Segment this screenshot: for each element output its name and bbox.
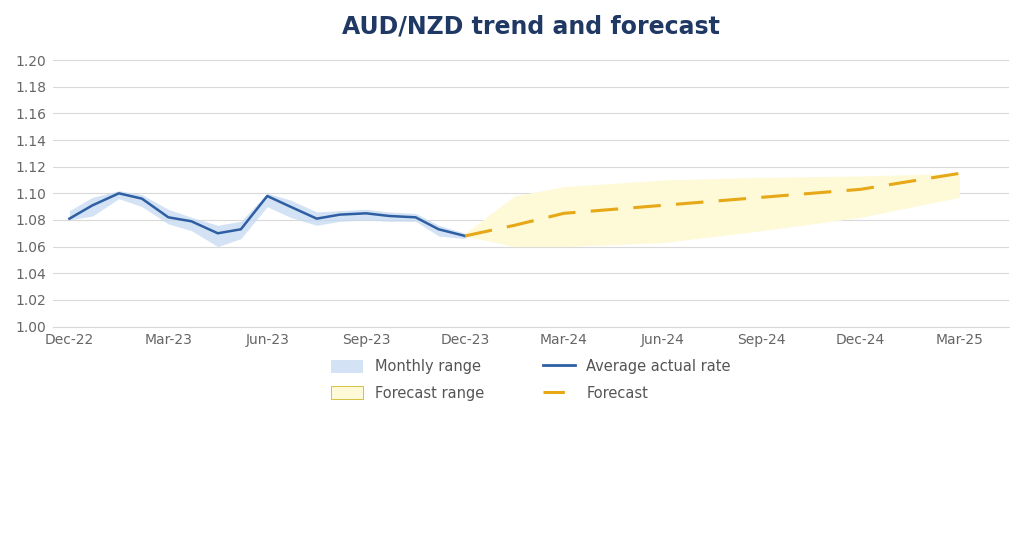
Title: AUD/NZD trend and forecast: AUD/NZD trend and forecast (342, 15, 720, 39)
Legend: Monthly range, Forecast range, Average actual rate, Forecast: Monthly range, Forecast range, Average a… (326, 353, 736, 407)
